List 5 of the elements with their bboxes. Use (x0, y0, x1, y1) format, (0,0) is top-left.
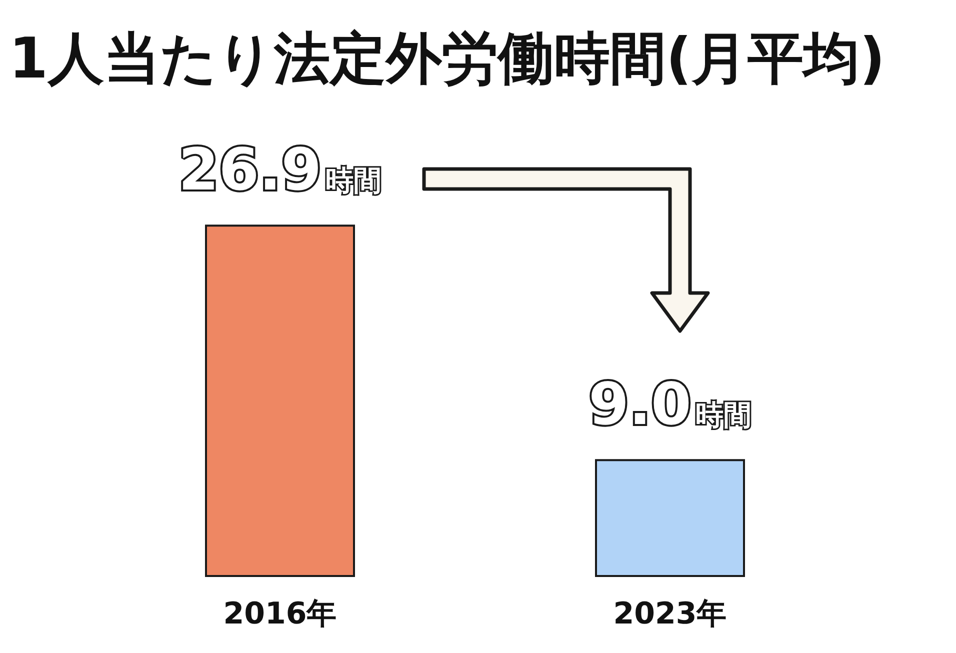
data-label: 9.0時間 (588, 370, 752, 438)
data-label: 26.9時間 (178, 136, 382, 204)
chart-title: 1人当たり法定外労働時間(月平均) (9, 26, 886, 92)
x-tick-label: 2016年 (223, 596, 337, 632)
x-tick-label: 2023年 (613, 596, 727, 632)
